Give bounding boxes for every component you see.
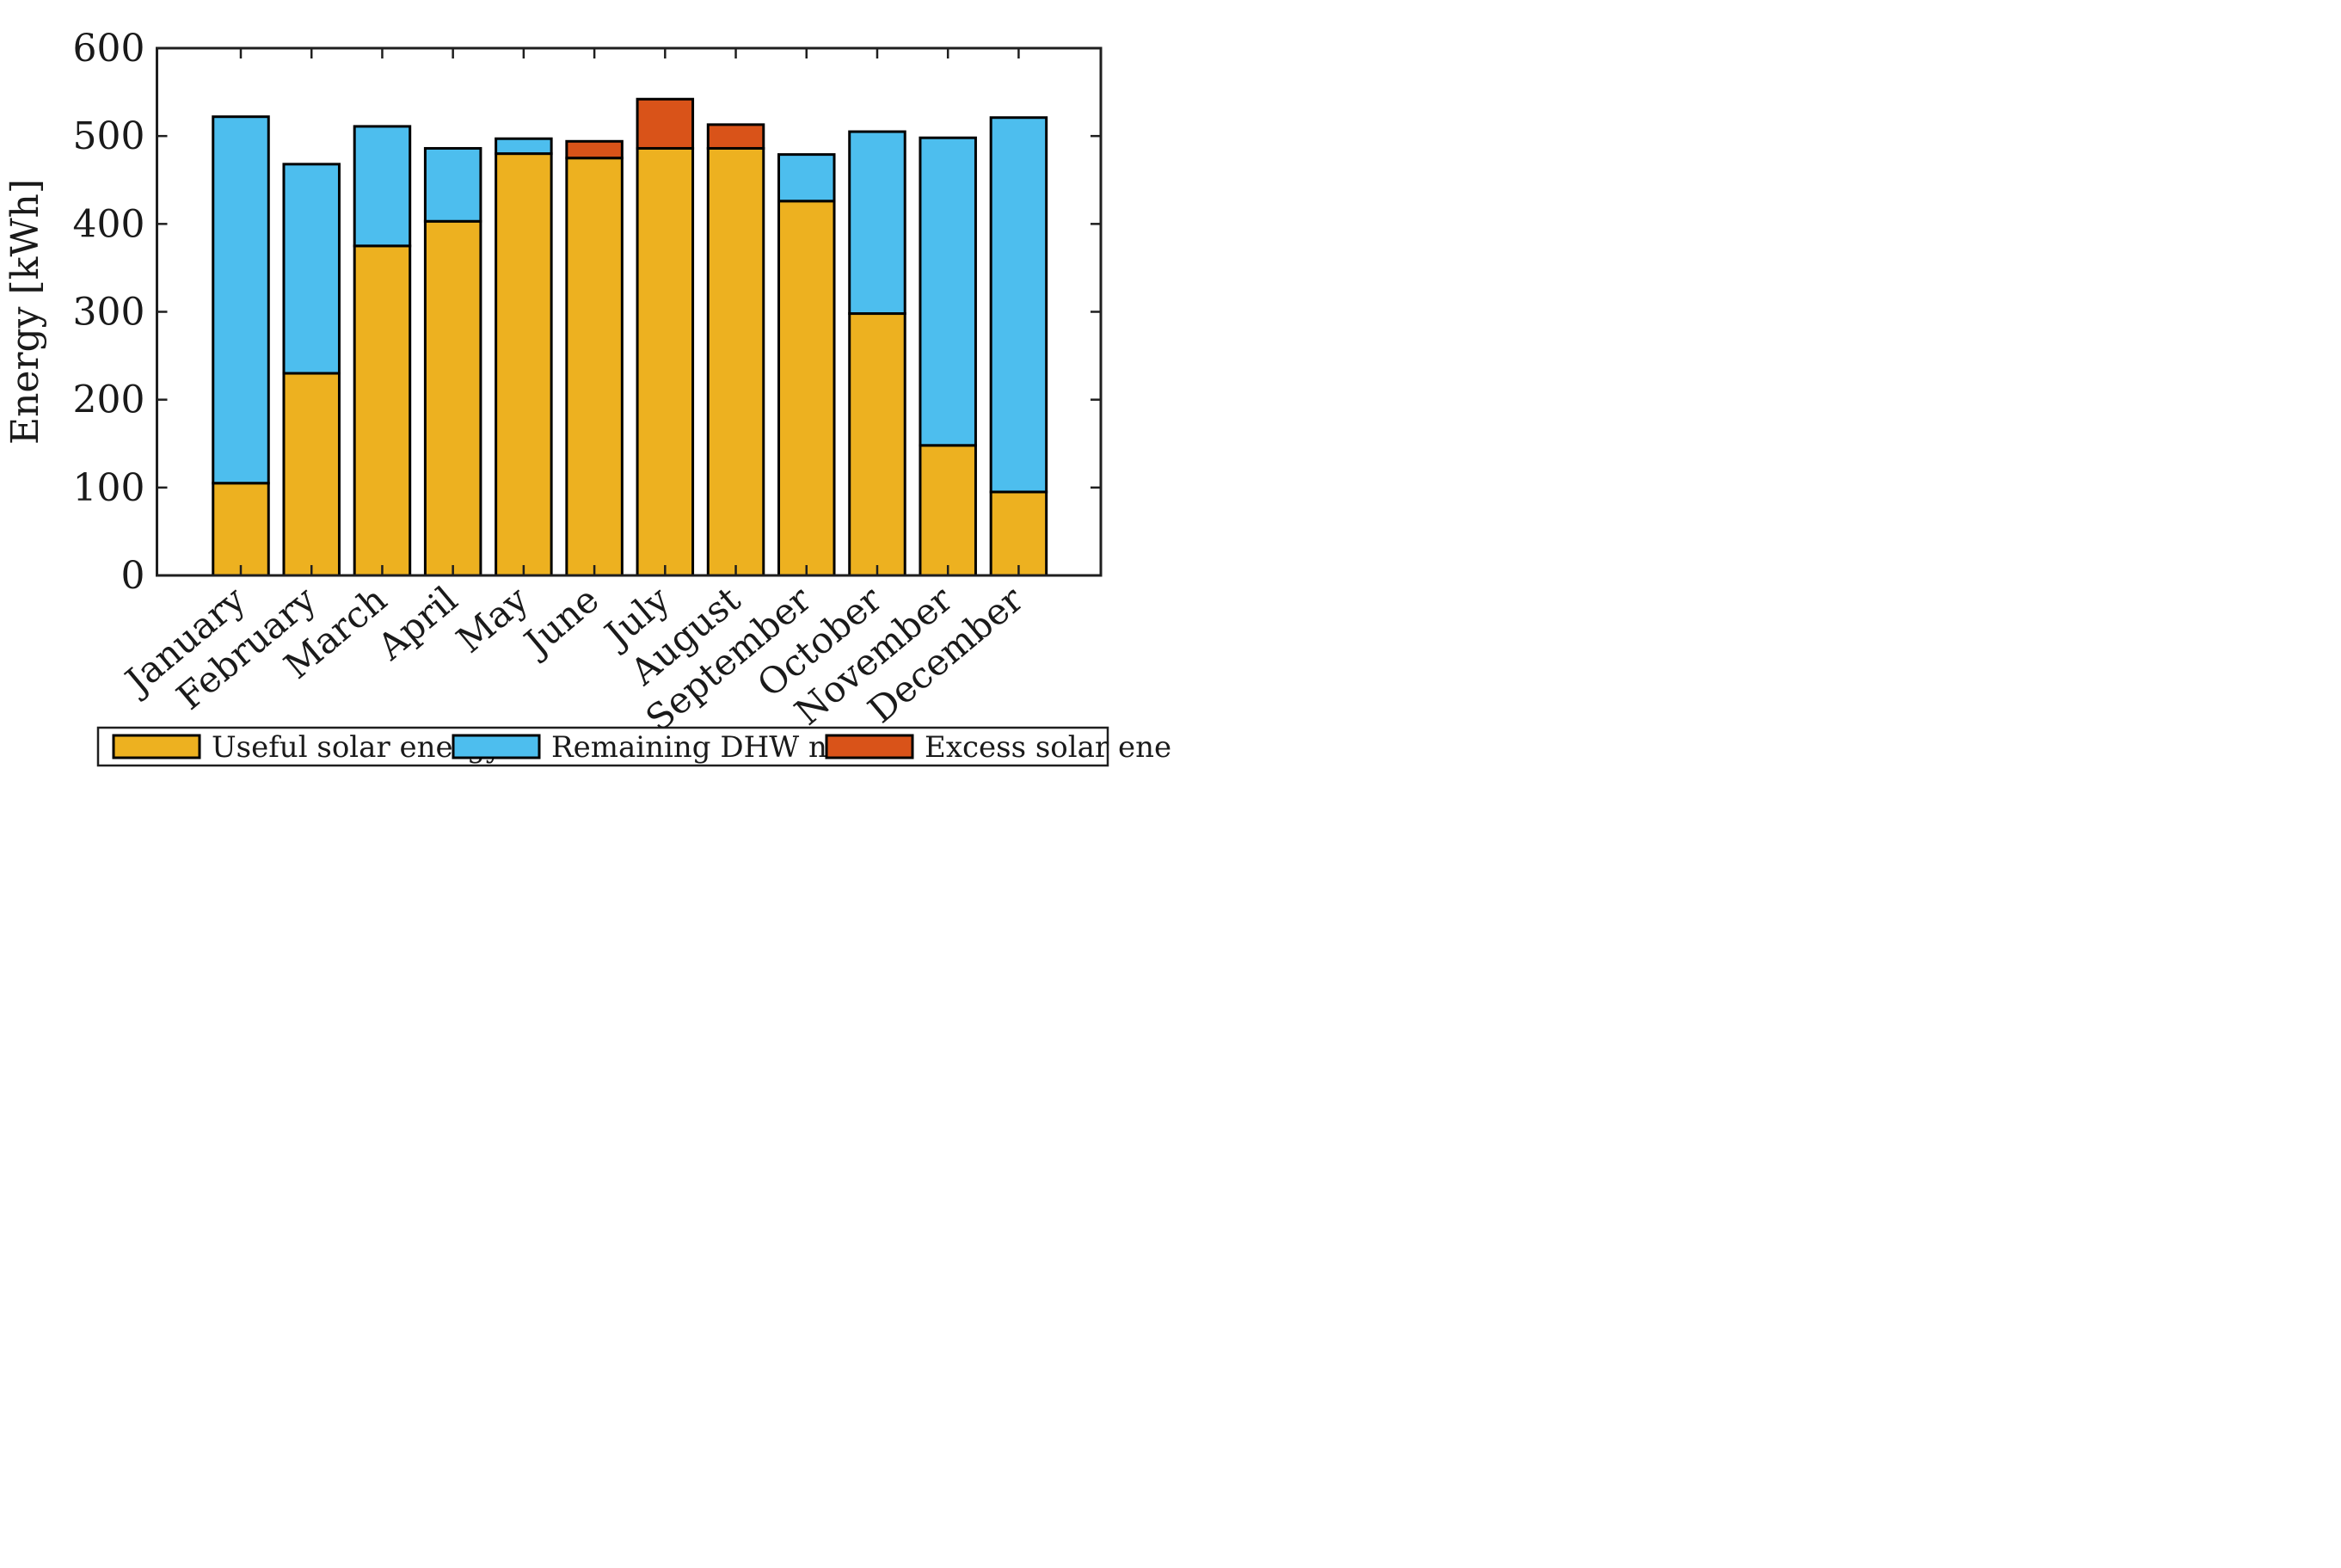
- bar-segment-excess-solar-energy-june: [565, 139, 624, 160]
- bar-segment-useful-solar-energy-october: [848, 312, 906, 577]
- x-tick-label-april: April: [369, 578, 465, 668]
- y-axis-label: Energy [kWh]: [3, 179, 47, 445]
- y-tick-label-100: 100: [73, 466, 145, 510]
- x-tick-label-june: June: [514, 578, 607, 666]
- y-tick-label-600: 600: [73, 27, 145, 71]
- bar-segment-useful-solar-energy-january: [212, 482, 270, 577]
- legend-swatch-useful-solar-energy: [112, 734, 201, 759]
- bar-segment-useful-solar-energy-march: [353, 244, 412, 577]
- bar-segment-remaining-dhw-need-october: [848, 130, 906, 316]
- stacked-bar-chart: Energy [kWh] 0100200300400500600JanuaryF…: [3, 27, 1170, 767]
- legend-frame: [96, 726, 1109, 767]
- bars-layer: [212, 97, 1048, 577]
- legend-swatch-remaining-dhw-need: [452, 734, 541, 759]
- y-tick-label-400: 400: [73, 202, 145, 246]
- legend: Useful solar energy Remaining DHW need E…: [96, 726, 1170, 767]
- bar-segment-useful-solar-energy-november: [919, 444, 977, 577]
- bar-segment-useful-solar-energy-september: [777, 200, 836, 577]
- bar-segment-excess-solar-energy-august: [706, 123, 765, 150]
- y-tick-label-500: 500: [73, 114, 145, 158]
- bar-segment-useful-solar-energy-august: [706, 146, 765, 577]
- legend-label-excess-solar-energy: Excess solar energy: [925, 730, 1170, 765]
- bar-segment-remaining-dhw-need-february: [282, 163, 341, 375]
- bar-segment-remaining-dhw-need-may: [495, 137, 553, 156]
- bar-segment-excess-solar-energy-july: [636, 97, 695, 150]
- bar-segment-remaining-dhw-need-november: [919, 136, 977, 447]
- legend-swatch-excess-solar-energy: [825, 734, 914, 759]
- y-tick-label-300: 300: [73, 291, 145, 335]
- bar-segment-useful-solar-energy-june: [565, 157, 624, 577]
- bar-segment-remaining-dhw-need-april: [423, 146, 482, 223]
- bar-segment-useful-solar-energy-may: [495, 152, 553, 577]
- bar-segment-remaining-dhw-need-march: [353, 125, 412, 248]
- bar-segment-useful-solar-energy-february: [282, 372, 341, 577]
- bar-segment-remaining-dhw-need-december: [989, 116, 1048, 494]
- figure: Energy [kWh] 0 100 200 300 400 500 600 January F…: [0, 0, 1170, 784]
- bar-segment-remaining-dhw-need-january: [212, 115, 270, 485]
- y-tick-label-200: 200: [73, 378, 145, 422]
- bar-segment-remaining-dhw-need-september: [777, 153, 836, 203]
- y-tick-label-0: 0: [121, 554, 145, 598]
- bar-segment-useful-solar-energy-april: [423, 219, 482, 577]
- plot-area-frame: [156, 46, 1103, 577]
- bar-segment-useful-solar-energy-december: [989, 490, 1048, 577]
- bar-segment-useful-solar-energy-july: [636, 146, 695, 577]
- x-tick-label-may: May: [449, 578, 537, 661]
